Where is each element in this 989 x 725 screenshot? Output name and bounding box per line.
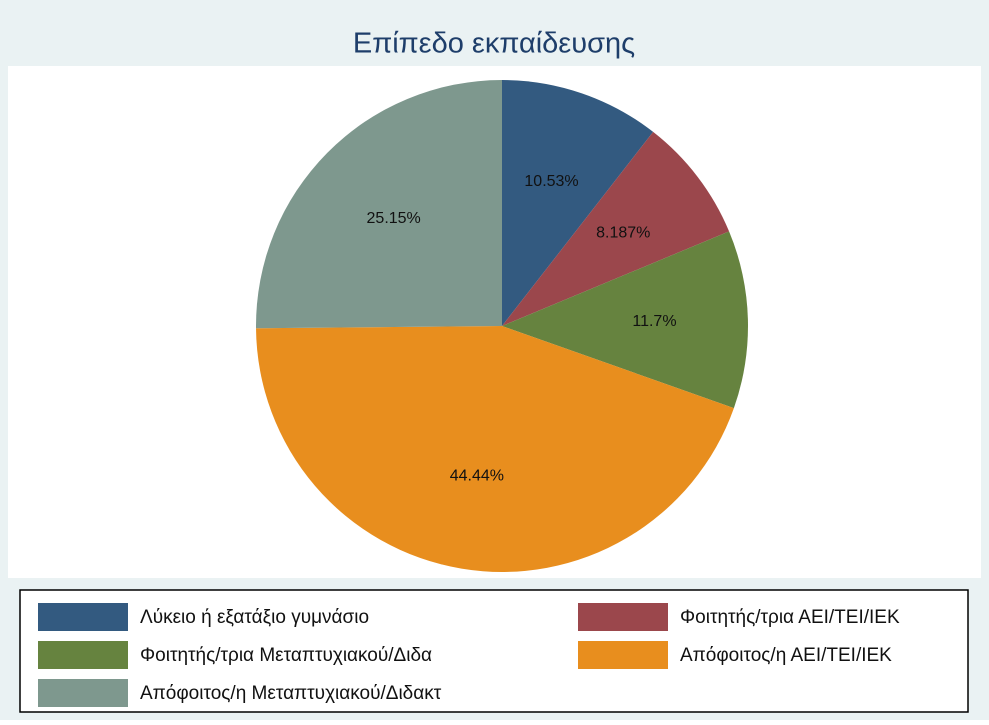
slice-label: 11.7% <box>632 313 676 330</box>
legend-swatch <box>38 641 128 669</box>
slice-label: 44.44% <box>450 468 504 485</box>
pie-slice <box>502 231 748 409</box>
slice-label: 10.53% <box>524 173 578 190</box>
pie-slice <box>502 80 654 326</box>
slice-label: 25.15% <box>367 210 421 227</box>
chart-title: Επίπεδο εκπαίδευσης <box>353 28 635 60</box>
legend-swatch <box>578 641 668 669</box>
legend-swatch <box>578 603 668 631</box>
legend-label: Φοιτητής/τρια Μεταπτυχιακού/Διδα <box>140 645 432 666</box>
legend-swatch <box>38 603 128 631</box>
pie-slice <box>256 80 502 329</box>
slice-label: 8.187% <box>596 225 650 242</box>
legend-label: Φοιτητής/τρια ΑΕΙ/ΤΕΙ/ΙΕΚ <box>680 607 900 628</box>
pie-slice <box>256 326 734 572</box>
legend-label: Λύκειο ή εξατάξιο γυμνάσιο <box>140 607 369 628</box>
legend <box>19 589 969 713</box>
pie-slice <box>502 131 730 326</box>
legend-swatch <box>38 679 128 707</box>
legend-label: Απόφοιτος/η ΑΕΙ/ΤΕΙ/ΙΕΚ <box>680 645 892 666</box>
legend-label: Απόφοιτος/η Μεταπτυχιακού/Διδακτ <box>140 683 442 704</box>
